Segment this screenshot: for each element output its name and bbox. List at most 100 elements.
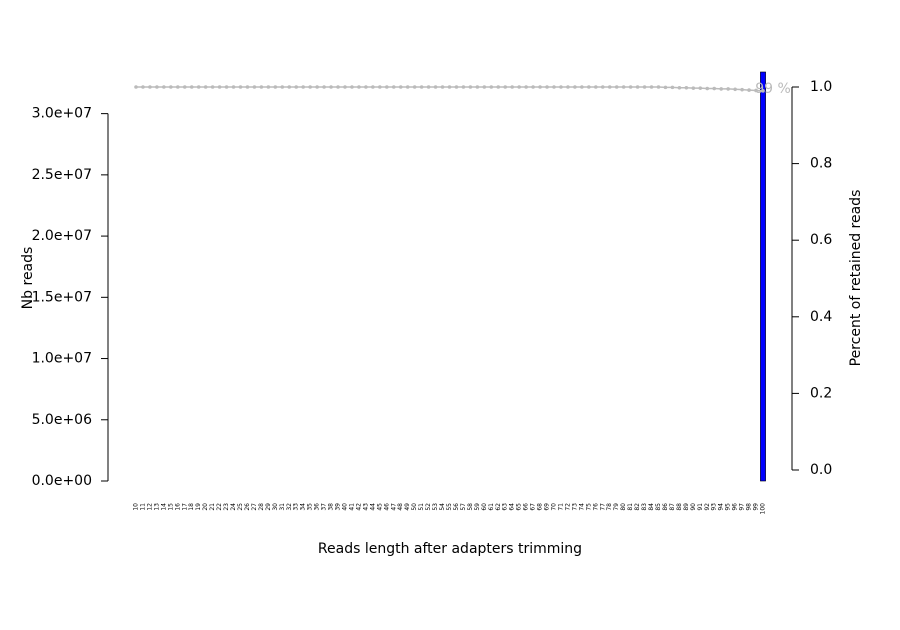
x-tick-label: 96 — [732, 503, 739, 511]
y-tick-label: 2.5e+07 — [32, 167, 92, 183]
y2-tick-label: 0.2 — [810, 385, 832, 401]
line-point — [621, 85, 626, 89]
x-tick-label: 98 — [746, 503, 753, 511]
line-point — [426, 85, 431, 89]
line-point — [350, 85, 354, 89]
x-axis-label: Reads length after adapters trimming — [318, 541, 582, 557]
line-point — [357, 85, 361, 89]
line-point — [412, 85, 417, 89]
x-tick-label: 64 — [509, 503, 516, 511]
line-point — [614, 85, 619, 89]
x-tick-label: 74 — [578, 503, 585, 511]
x-tick-label: 10 — [133, 503, 140, 511]
line-point — [468, 85, 473, 89]
x-tick-label: 52 — [425, 503, 432, 511]
x-tick-label: 82 — [634, 503, 641, 511]
x-tick-label: 65 — [516, 503, 523, 511]
y2-tick-label: 0.0 — [810, 462, 832, 478]
x-tick-label: 34 — [300, 503, 307, 511]
line-point — [698, 86, 703, 90]
y-tick-label: 2.0e+07 — [32, 228, 92, 244]
line-point — [677, 85, 682, 90]
x-tick-label: 62 — [495, 503, 502, 511]
line-point — [482, 85, 487, 89]
line-point — [573, 85, 577, 89]
x-tick-label: 81 — [627, 503, 634, 511]
y2-tick-label: 1.0 — [810, 79, 832, 95]
x-tick-label: 51 — [418, 503, 425, 511]
line-point — [503, 85, 508, 89]
x-tick-label: 50 — [411, 503, 418, 511]
line-point — [635, 85, 640, 89]
annotation: 99 % — [755, 81, 791, 97]
x-tick-label: 93 — [711, 503, 718, 511]
x-tick-label: 67 — [530, 503, 537, 511]
y-tick-label: 1.0e+07 — [32, 351, 92, 367]
x-tick-label: 48 — [397, 503, 404, 511]
x-tick-label: 29 — [265, 503, 272, 511]
x-tick-label: 72 — [564, 503, 571, 511]
x-tick-label: 80 — [620, 503, 627, 511]
line-point — [489, 85, 494, 89]
y2-tick-label: 0.8 — [810, 156, 832, 172]
x-tick-label: 90 — [690, 503, 697, 511]
x-tick-label: 35 — [307, 503, 314, 511]
x-tick-label: 89 — [683, 503, 690, 511]
line-point — [329, 85, 333, 89]
x-tick-label: 16 — [174, 503, 181, 511]
line-point — [649, 85, 654, 89]
line-point — [733, 87, 737, 92]
line-point — [517, 85, 521, 89]
y-tick-label: 5.0e+06 — [32, 412, 93, 428]
line-point — [162, 85, 166, 89]
line-point — [552, 85, 556, 89]
x-tick-label: 18 — [188, 503, 195, 511]
x-tick-label: 56 — [453, 503, 460, 511]
line-point — [740, 87, 744, 92]
x-tick-label: 95 — [725, 503, 732, 511]
x-tick-label: 15 — [167, 503, 174, 511]
y-tick-label: 0.0e+00 — [32, 473, 92, 489]
line-point — [566, 85, 570, 89]
line-point — [210, 85, 215, 89]
y-tick-label: 3.0e+07 — [32, 106, 92, 122]
line-point — [684, 85, 689, 90]
line-point — [642, 85, 647, 89]
x-tick-label: 53 — [432, 503, 439, 511]
line-point — [176, 85, 180, 89]
line-point — [719, 87, 723, 91]
x-tick-label: 58 — [467, 503, 474, 511]
line-point — [148, 85, 152, 89]
line-point — [510, 85, 514, 89]
line-point — [343, 85, 347, 89]
line-point — [315, 85, 319, 89]
line-point — [224, 85, 229, 89]
line-point — [391, 85, 396, 89]
x-tick-label: 38 — [328, 503, 335, 511]
x-tick-label: 59 — [474, 503, 481, 511]
line-point — [196, 85, 201, 89]
line-point — [594, 85, 598, 89]
x-tick-label: 12 — [146, 503, 153, 511]
x-tick-label: 55 — [446, 503, 453, 511]
x-tick-label: 11 — [139, 503, 146, 511]
line-point — [545, 85, 549, 89]
x-tick-label: 91 — [697, 503, 704, 511]
line-point — [203, 85, 208, 89]
line-point — [761, 89, 765, 93]
x-tick-label: 21 — [209, 503, 216, 511]
line-point — [475, 85, 480, 89]
line-point — [454, 85, 459, 89]
line-point — [134, 85, 138, 89]
line-point — [322, 85, 326, 89]
x-tick-label: 40 — [342, 503, 349, 511]
x-tick-label: 85 — [655, 503, 662, 511]
line-point — [398, 85, 403, 89]
x-tick-label: 33 — [293, 503, 300, 511]
x-tick-label: 28 — [258, 503, 265, 511]
line-point — [440, 85, 445, 89]
line-point — [169, 85, 173, 89]
line-point — [726, 87, 730, 91]
x-tick-label: 78 — [606, 503, 613, 511]
